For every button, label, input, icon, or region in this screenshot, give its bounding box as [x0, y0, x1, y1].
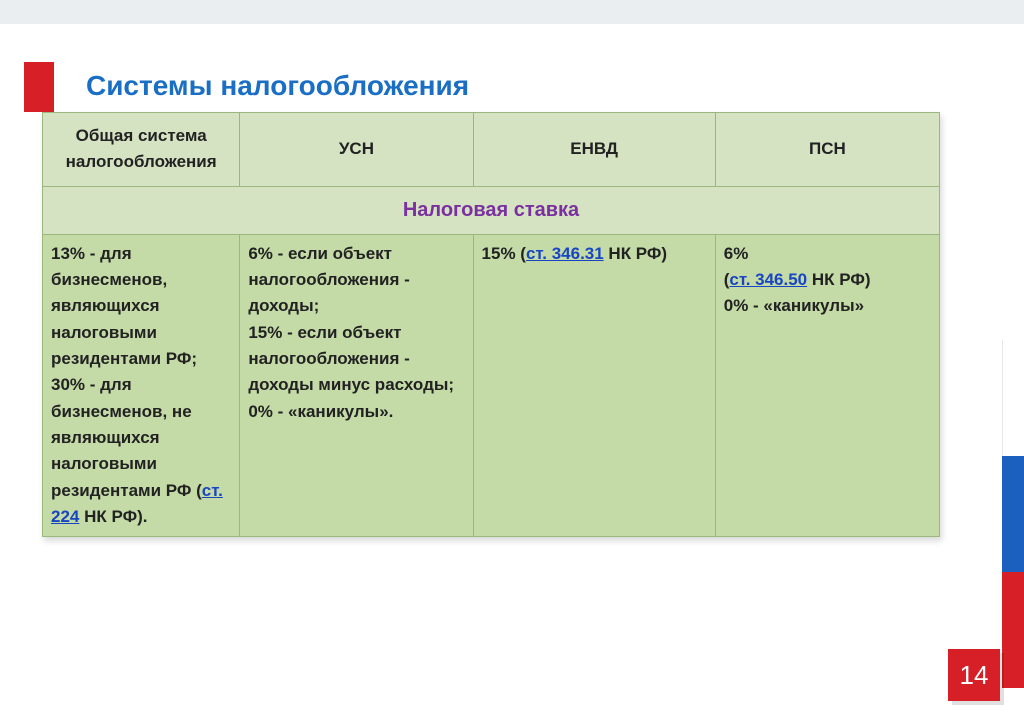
cell-psn-post: НК РФ)	[807, 270, 870, 289]
cell-psn-line1: 6%	[724, 244, 749, 263]
body-row: 13% - для бизнесменов, являющихся налого…	[43, 234, 940, 537]
link-st34650[interactable]: ст. 346.50	[729, 270, 807, 289]
title-accent-bar	[24, 62, 54, 112]
header-cell-3: ПСН	[715, 113, 939, 187]
section-row: Налоговая ставка	[43, 186, 940, 234]
flag-white	[1002, 340, 1024, 456]
header-row: Общая система налогообложения УСН ЕНВД П…	[43, 113, 940, 187]
cell-general: 13% - для бизнесменов, являющихся налого…	[43, 234, 240, 537]
cell-psn-line3: 0% - «каникулы»	[724, 296, 864, 315]
cell-general-post: НК РФ).	[79, 507, 147, 526]
flag-red	[1002, 572, 1024, 688]
cell-envd-post: НК РФ)	[604, 244, 667, 263]
link-st34631[interactable]: ст. 346.31	[526, 244, 604, 263]
cell-general-pre: 13% - для бизнесменов, являющихся налого…	[51, 244, 202, 500]
cell-usn: 6% - если объект налогообложения - доход…	[240, 234, 473, 537]
header-cell-0: Общая система налогообложения	[43, 113, 240, 187]
slide-title: Системы налогообложения	[86, 70, 469, 102]
flag-blue	[1002, 456, 1024, 572]
header-cell-2: ЕНВД	[473, 113, 715, 187]
russia-flag-stripe	[1002, 340, 1024, 688]
tax-table: Общая система налогообложения УСН ЕНВД П…	[42, 112, 940, 537]
cell-psn: 6% (ст. 346.50 НК РФ) 0% - «каникулы»	[715, 234, 939, 537]
cell-envd: 15% (ст. 346.31 НК РФ)	[473, 234, 715, 537]
top-strip	[0, 0, 1024, 24]
cell-envd-pre: 15% (	[482, 244, 526, 263]
section-label: Налоговая ставка	[43, 186, 940, 234]
header-cell-1: УСН	[240, 113, 473, 187]
cell-usn-text: 6% - если объект налогообложения - доход…	[248, 244, 454, 421]
page-number: 14	[948, 649, 1000, 701]
